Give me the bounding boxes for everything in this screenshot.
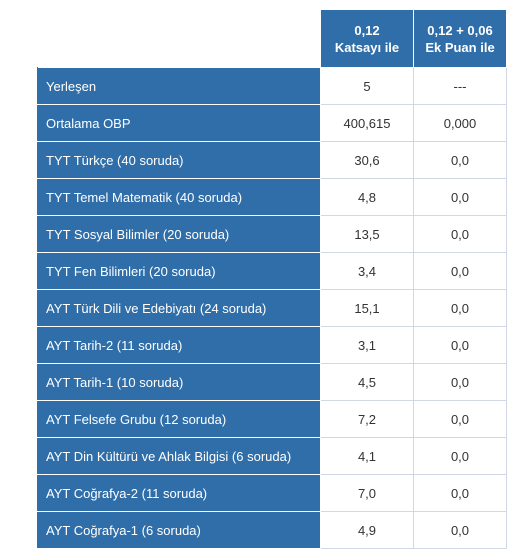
- table-row: TYT Türkçe (40 soruda) 30,6 0,0: [37, 141, 507, 179]
- column-header-ek-puan-line2: Ek Puan ile: [425, 39, 495, 55]
- value-katsayi: 30,6: [320, 141, 414, 179]
- value-katsayi: 3,1: [320, 326, 414, 364]
- value-katsayi: 4,8: [320, 178, 414, 216]
- table-row: AYT Felsefe Grubu (12 soruda) 7,2 0,0: [37, 400, 507, 438]
- table-header: 0,12 Katsayı ile 0,12 + 0,06 Ek Puan ile: [37, 9, 507, 68]
- column-header-katsayi-line1: 0,12: [354, 22, 380, 38]
- value-ek-puan: 0,0: [413, 252, 507, 290]
- row-label: TYT Fen Bilimleri (20 soruda): [37, 252, 321, 290]
- table-row: Ortalama OBP 400,615 0,000: [37, 104, 507, 142]
- value-katsayi: 5: [320, 67, 414, 105]
- value-ek-puan: 0,0: [413, 215, 507, 253]
- column-header-ek-puan: 0,12 + 0,06 Ek Puan ile: [413, 9, 507, 68]
- row-label: AYT Tarih-1 (10 soruda): [37, 363, 321, 401]
- value-katsayi: 15,1: [320, 289, 414, 327]
- value-katsayi: 13,5: [320, 215, 414, 253]
- column-header-katsayi: 0,12 Katsayı ile: [320, 9, 414, 68]
- row-label: AYT Türk Dili ve Edebiyatı (24 soruda): [37, 289, 321, 327]
- value-ek-puan: 0,0: [413, 326, 507, 364]
- value-katsayi: 400,615: [320, 104, 414, 142]
- value-ek-puan: 0,0: [413, 141, 507, 179]
- value-ek-puan: 0,0: [413, 178, 507, 216]
- table-row: TYT Fen Bilimleri (20 soruda) 3,4 0,0: [37, 252, 507, 290]
- value-katsayi: 7,0: [320, 474, 414, 512]
- row-label: Yerleşen: [37, 67, 321, 105]
- table-row: AYT Coğrafya-1 (6 soruda) 4,9 0,0: [37, 511, 507, 549]
- row-label: TYT Türkçe (40 soruda): [37, 141, 321, 179]
- table-row: AYT Din Kültürü ve Ahlak Bilgisi (6 soru…: [37, 437, 507, 475]
- table-row: AYT Türk Dili ve Edebiyatı (24 soruda) 15…: [37, 289, 507, 327]
- row-label: AYT Felsefe Grubu (12 soruda): [37, 400, 321, 438]
- value-ek-puan: 0,0: [413, 400, 507, 438]
- header-blank-cell: [37, 9, 321, 68]
- value-katsayi: 3,4: [320, 252, 414, 290]
- value-ek-puan: 0,000: [413, 104, 507, 142]
- value-ek-puan: 0,0: [413, 511, 507, 549]
- column-header-katsayi-line2: Katsayı ile: [334, 39, 400, 55]
- table-row: TYT Sosyal Bilimler (20 soruda) 13,5 0,0: [37, 215, 507, 253]
- value-ek-puan: 0,0: [413, 289, 507, 327]
- table-body: Yerleşen 5 --- Ortalama OBP 400,615 0,000 TYT …: [37, 67, 507, 549]
- value-ek-puan: 0,0: [413, 363, 507, 401]
- row-label: AYT Din Kültürü ve Ahlak Bilgisi (6 soru…: [37, 437, 321, 475]
- row-label: AYT Coğrafya-1 (6 soruda): [37, 511, 321, 549]
- row-label: TYT Temel Matematik (40 soruda): [37, 178, 321, 216]
- value-katsayi: 4,9: [320, 511, 414, 549]
- row-label: Ortalama OBP: [37, 104, 321, 142]
- value-ek-puan: ---: [413, 67, 507, 105]
- value-ek-puan: 0,0: [413, 474, 507, 512]
- table-row: Yerleşen 5 ---: [37, 67, 507, 105]
- table-row: AYT Tarih-1 (10 soruda) 4,5 0,0: [37, 363, 507, 401]
- value-katsayi: 4,5: [320, 363, 414, 401]
- table-row: AYT Tarih-2 (11 soruda) 3,1 0,0: [37, 326, 507, 364]
- value-ek-puan: 0,0: [413, 437, 507, 475]
- table-row: TYT Temel Matematik (40 soruda) 4,8 0,0: [37, 178, 507, 216]
- row-label: AYT Tarih-2 (11 soruda): [37, 326, 321, 364]
- header-row: 0,12 Katsayı ile 0,12 + 0,06 Ek Puan ile: [37, 9, 507, 68]
- table-row: AYT Coğrafya-2 (11 soruda) 7,0 0,0: [37, 474, 507, 512]
- row-label: AYT Coğrafya-2 (11 soruda): [37, 474, 321, 512]
- stats-table: 0,12 Katsayı ile 0,12 + 0,06 Ek Puan ile…: [37, 9, 507, 549]
- value-katsayi: 4,1: [320, 437, 414, 475]
- column-header-ek-puan-line1: 0,12 + 0,06: [427, 22, 493, 38]
- row-label: TYT Sosyal Bilimler (20 soruda): [37, 215, 321, 253]
- value-katsayi: 7,2: [320, 400, 414, 438]
